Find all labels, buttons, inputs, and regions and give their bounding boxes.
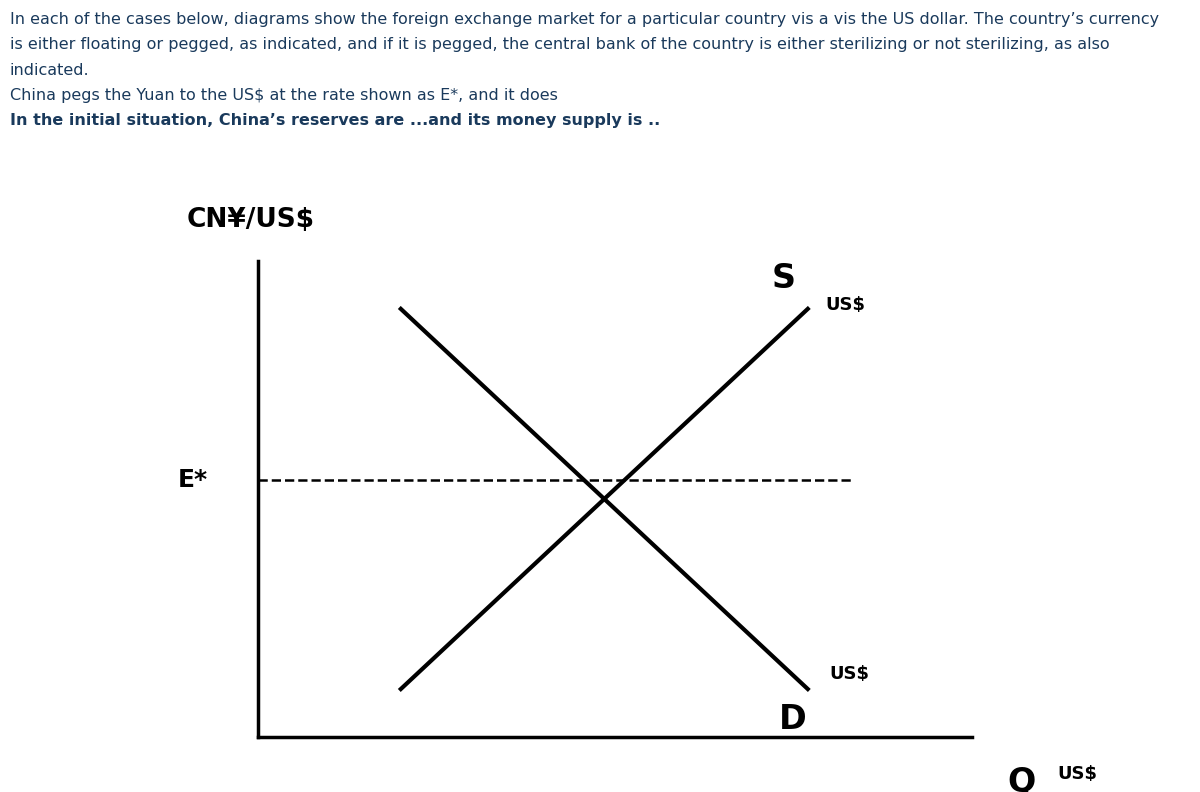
Text: US$: US$ [829, 665, 869, 683]
Text: indicated.: indicated. [10, 63, 89, 78]
Text: In the initial situation, China’s reserves are ...and its money supply is ..: In the initial situation, China’s reserv… [10, 113, 660, 128]
Text: China pegs the Yuan to the US$ at the rate shown as E*, and it does: China pegs the Yuan to the US$ at the ra… [10, 88, 563, 103]
Text: Q: Q [1008, 765, 1036, 792]
Text: US$: US$ [826, 295, 865, 314]
Text: E*: E* [178, 468, 208, 492]
Text: In each of the cases below, diagrams show the foreign exchange market for a part: In each of the cases below, diagrams sho… [10, 12, 1159, 27]
Text: is either floating or pegged, as indicated, and if it is pegged, the central ban: is either floating or pegged, as indicat… [10, 37, 1109, 52]
Text: D: D [779, 703, 806, 737]
Text: CN¥/US$: CN¥/US$ [187, 207, 314, 233]
Text: S: S [772, 261, 796, 295]
Text: US$: US$ [1057, 765, 1098, 783]
